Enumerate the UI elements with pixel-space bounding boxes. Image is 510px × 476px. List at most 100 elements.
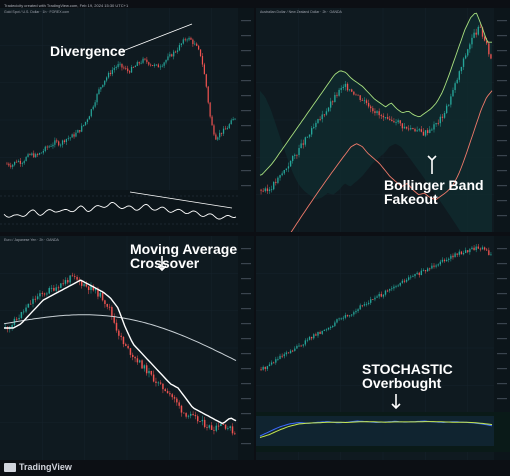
gold-chart-svg: [0, 8, 254, 232]
candle-body: [479, 248, 482, 250]
footer-bar: [0, 460, 510, 476]
candle-body: [357, 94, 359, 96]
candle-body: [313, 334, 315, 339]
chart-panel-eurjpy[interactable]: Euro / Japanese Yen · 2h · OANDA Moving …: [0, 236, 254, 460]
candle-body: [111, 69, 113, 75]
annotation-arrow-down-head: [157, 265, 167, 272]
candle-body: [113, 316, 115, 323]
candle-body: [488, 250, 490, 256]
candle-body: [389, 118, 391, 120]
annotation-line: Moving Average: [130, 241, 238, 257]
candle-body: [138, 360, 141, 363]
candle-body: [308, 134, 311, 137]
candle-body: [19, 160, 21, 164]
candle-body: [210, 425, 213, 430]
candle-body: [281, 355, 283, 357]
price-tick-label: [497, 170, 507, 172]
candle-body: [483, 36, 486, 41]
price-tick-label: [241, 95, 251, 97]
candle-body: [25, 156, 27, 162]
candle-body: [315, 122, 317, 128]
candle-body: [473, 32, 475, 38]
candle-body: [119, 63, 121, 65]
candle-body: [17, 160, 20, 162]
chart-panel-gold[interactable]: Gold Spot / U.S. Dollar · 1h · FOREX.com…: [0, 8, 254, 232]
candle-body: [410, 276, 412, 278]
candle-body: [310, 128, 313, 135]
candle-body: [130, 66, 133, 73]
price-tick-label: [241, 398, 251, 400]
candle-body: [462, 58, 465, 67]
candle-body: [439, 116, 442, 124]
chart-panel-audnzd[interactable]: Australian Dollar / New Zealand Dollar ·…: [256, 8, 510, 232]
candle-body: [283, 354, 285, 357]
candle-body: [98, 89, 100, 95]
candle-body: [367, 302, 370, 304]
candle-body: [334, 322, 336, 326]
candle-body: [277, 358, 279, 360]
candle-body: [187, 415, 190, 417]
candle-body: [14, 161, 16, 165]
price-tick-label: [497, 383, 507, 385]
candle-body: [351, 314, 353, 316]
annotation-line: Fakeout: [384, 191, 438, 207]
candle-body: [111, 307, 113, 317]
price-tick-label: [241, 125, 251, 127]
candle-body: [264, 366, 266, 369]
candle-body: [359, 95, 361, 100]
candle-body: [344, 315, 347, 318]
candle-body: [456, 253, 458, 255]
candle-body: [294, 154, 296, 156]
candle-body: [445, 259, 448, 262]
annotation-line: STOCHASTIC: [362, 361, 453, 377]
candle-body: [184, 39, 186, 41]
candle-body: [178, 45, 181, 51]
candle-body: [395, 122, 397, 123]
candle-body: [101, 292, 104, 301]
candle-body: [211, 116, 213, 126]
candle-body: [46, 293, 48, 295]
candle-body: [351, 89, 353, 92]
candle-body: [462, 252, 465, 255]
candle-body: [169, 393, 171, 395]
chart-panel-stochastic[interactable]: STOCHASTIC Overbought: [256, 236, 510, 460]
candle-body: [355, 311, 357, 313]
candle-body: [182, 39, 184, 44]
candle-body: [372, 108, 374, 112]
candle-body: [145, 365, 148, 374]
candle-body: [393, 121, 395, 123]
candle-body: [275, 181, 277, 183]
candle-body: [230, 120, 232, 125]
candle-body: [63, 140, 66, 143]
bollinger-fill: [260, 13, 492, 232]
candle-body: [414, 274, 416, 277]
candle-body: [424, 130, 427, 136]
candle-body: [222, 128, 225, 134]
candle-body: [477, 246, 479, 249]
price-tick-label: [241, 293, 251, 295]
candle-body: [450, 255, 452, 259]
candle-body: [226, 128, 228, 130]
candle-body: [136, 62, 138, 66]
stochastic-band: [256, 416, 494, 446]
candle-body: [90, 285, 92, 291]
candle-body: [58, 141, 60, 146]
candle-body: [283, 170, 285, 174]
candle-body: [458, 251, 460, 255]
candle-body: [384, 290, 387, 295]
candle-body: [15, 161, 18, 163]
candle-body: [304, 137, 307, 145]
tradingview-logo[interactable]: TradingView: [4, 462, 72, 473]
candle-body: [437, 122, 439, 124]
candle-body: [136, 358, 139, 363]
candle-body: [479, 26, 482, 28]
candle-body: [372, 299, 374, 301]
price-tick-label: [241, 155, 251, 157]
candle-body: [106, 303, 108, 307]
candle-body: [27, 303, 30, 308]
candle-body: [270, 189, 273, 191]
candle-body: [346, 315, 349, 317]
price-axis: [238, 8, 254, 232]
candle-body: [416, 130, 418, 132]
candle-body: [300, 143, 302, 149]
